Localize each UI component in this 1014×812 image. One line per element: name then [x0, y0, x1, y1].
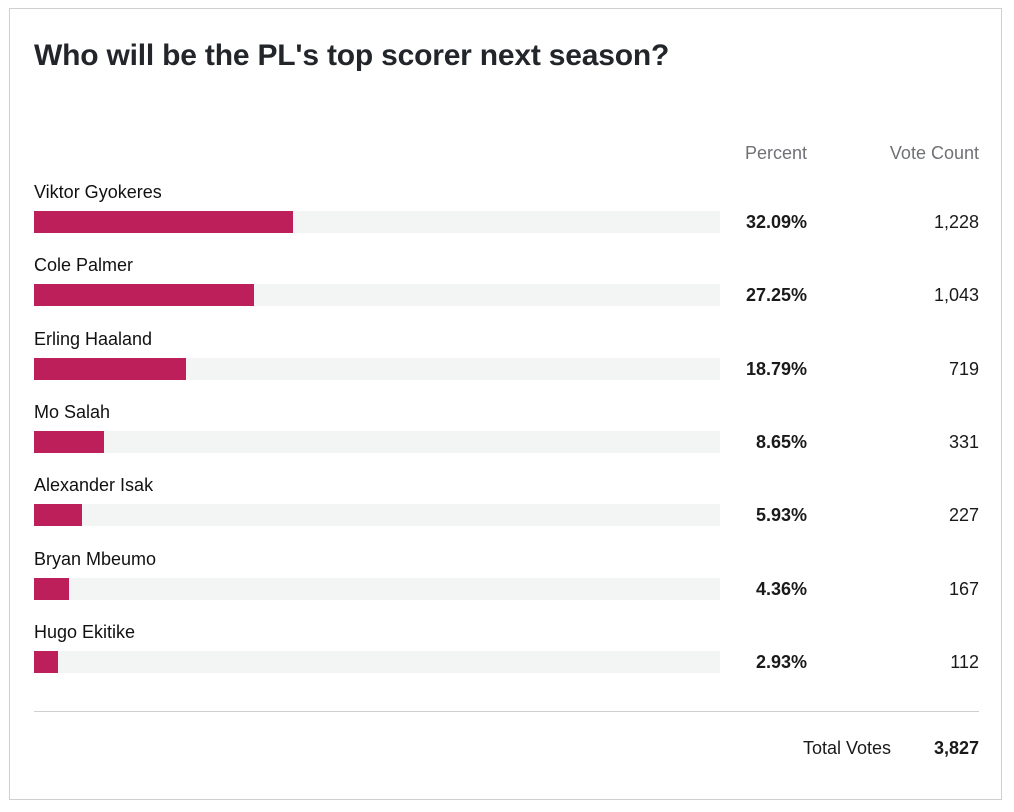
option-vote-count: 331 [948, 431, 979, 452]
poll-option-row: Hugo Ekitike 2.93% 112 [10, 622, 1001, 695]
bar-track [34, 650, 720, 673]
percent-column-header: Percent [744, 143, 807, 163]
bar-track [34, 284, 720, 307]
option-name: Cole Palmer [34, 255, 134, 276]
option-vote-count: 1,228 [933, 212, 979, 232]
bar-fill [34, 504, 82, 527]
option-percent: 4.36% [755, 578, 807, 599]
option-percent: 5.93% [755, 505, 807, 526]
poll-option-row: Viktor Gyokeres 32.09% 1,228 [10, 182, 1001, 255]
option-vote-count: 1,043 [933, 285, 979, 306]
option-vote-count: 227 [948, 505, 979, 526]
bar-track [34, 357, 720, 380]
option-percent: 32.09% [745, 212, 807, 232]
poll-option-row: Erling Haaland 18.79% 719 [10, 329, 1001, 402]
poll-option-row: Bryan Mbeumo 4.36% 167 [10, 549, 1001, 622]
option-percent: 2.93% [755, 651, 807, 672]
option-vote-count: 112 [950, 651, 979, 672]
option-name: Viktor Gyokeres [34, 182, 162, 202]
results-divider [34, 711, 979, 712]
option-name: Alexander Isak [34, 475, 154, 496]
option-percent: 27.25% [745, 285, 807, 306]
bar-fill [34, 284, 254, 307]
bar-track [34, 211, 720, 233]
option-name: Bryan Mbeumo [34, 548, 157, 569]
bar-fill [34, 577, 70, 600]
bar-fill [34, 211, 293, 233]
bar-track [34, 430, 720, 453]
option-name: Erling Haaland [34, 328, 153, 349]
option-vote-count: 167 [948, 578, 979, 599]
option-name: Mo Salah [34, 401, 111, 422]
poll-option-row: Mo Salah 8.65% 331 [10, 402, 1001, 475]
option-percent: 8.65% [755, 431, 807, 452]
bar-track [34, 577, 720, 600]
bar-fill [34, 357, 186, 380]
poll-option-row: Alexander Isak 5.93% 227 [10, 475, 1001, 548]
vote-count-column-header: Vote Count [889, 143, 979, 163]
poll-option-row: Cole Palmer 27.25% 1,043 [10, 255, 1001, 328]
bar-track [34, 504, 720, 527]
option-percent: 18.79% [745, 358, 807, 379]
total-votes-value: 3,827 [933, 738, 979, 758]
poll-title: Who will be the PL's top scorer next sea… [34, 39, 670, 72]
bar-fill [34, 430, 104, 453]
total-votes-label: Total Votes [802, 738, 891, 758]
poll-results-card: Who will be the PL's top scorer next sea… [9, 8, 1002, 800]
bar-fill [34, 650, 58, 673]
option-vote-count: 719 [948, 358, 979, 379]
option-name: Hugo Ekitike [34, 621, 136, 642]
